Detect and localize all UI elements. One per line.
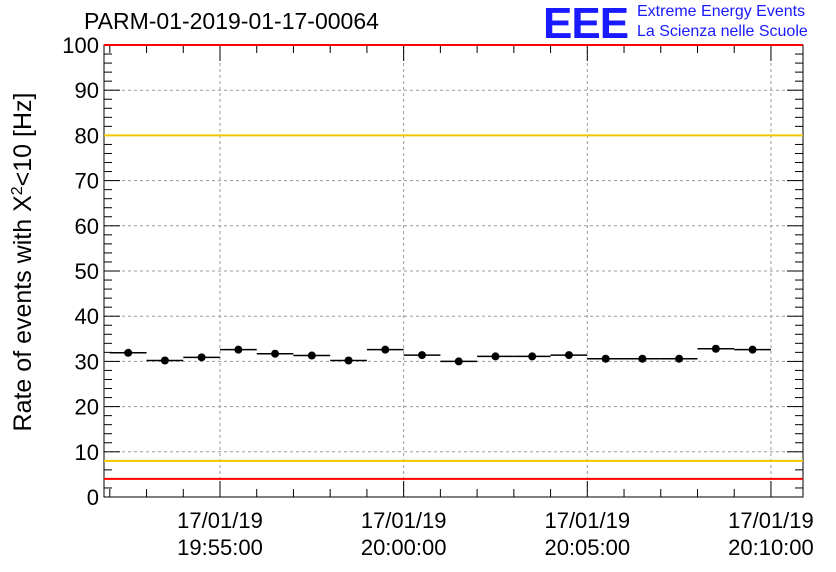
- x-tick-label-date: 17/01/19: [544, 508, 630, 533]
- data-point: [197, 353, 206, 362]
- data-point: [564, 351, 573, 360]
- data-point: [638, 354, 647, 363]
- data-point: [601, 354, 610, 363]
- y-tick-label: 60: [75, 214, 99, 239]
- y-axis-label-suffix: <10 [Hz]: [9, 93, 37, 187]
- data-point: [381, 345, 390, 354]
- y-tick-label: 50: [75, 259, 99, 284]
- y-tick-label: 10: [75, 440, 99, 465]
- y-tick-label: 40: [75, 304, 99, 329]
- data-point: [271, 349, 280, 358]
- y-tick-label: 0: [87, 485, 99, 510]
- x-tick-label-date: 17/01/19: [177, 508, 263, 533]
- x-tick-label-time: 19:55:00: [177, 535, 263, 560]
- data-point: [528, 352, 537, 361]
- data-point: [124, 348, 133, 357]
- x-tick-label-time: 20:10:00: [728, 535, 814, 560]
- data-point: [418, 351, 427, 360]
- y-tick-label: 20: [75, 395, 99, 420]
- y-tick-label: 80: [75, 123, 99, 148]
- data-point: [675, 354, 684, 363]
- data-point: [344, 356, 353, 365]
- y-axis-label-main: Rate of events with X: [9, 195, 37, 432]
- data-point: [234, 345, 243, 354]
- data-point: [454, 357, 463, 366]
- x-tick-label-time: 20:05:00: [544, 535, 630, 560]
- x-tick-label-date: 17/01/19: [361, 508, 447, 533]
- data-point: [307, 351, 316, 360]
- y-axis-label: Rate of events with X2<10 [Hz]: [9, 93, 37, 432]
- x-tick-label-time: 20:00:00: [361, 535, 447, 560]
- brand-line-1: Extreme Energy Events: [637, 3, 806, 20]
- x-tick-label-date: 17/01/19: [728, 508, 814, 533]
- y-tick-label: 90: [75, 78, 99, 103]
- brand-line-2: La Scienza nelle Scuole: [637, 23, 808, 40]
- y-tick-label: 70: [75, 169, 99, 194]
- data-point: [748, 345, 757, 354]
- data-point: [711, 344, 720, 353]
- eee-logo: EEE: [543, 0, 629, 48]
- y-tick-label: 100: [62, 33, 99, 58]
- data-point: [491, 352, 500, 361]
- data-point: [160, 356, 169, 365]
- y-axis-label-superscript: 2: [9, 186, 26, 195]
- y-tick-label: 30: [75, 349, 99, 374]
- chart-title: PARM-01-2019-01-17-00064: [84, 8, 379, 34]
